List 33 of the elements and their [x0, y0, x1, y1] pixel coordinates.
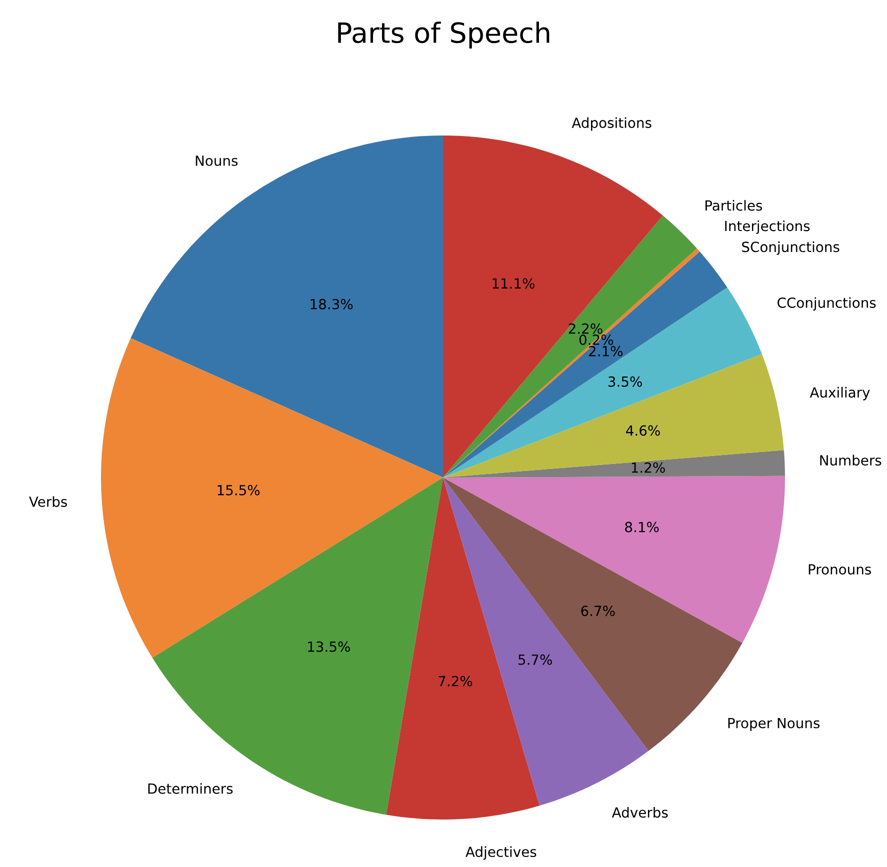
slice-label: Particles	[706, 200, 762, 211]
slice-label: Pronouns	[808, 564, 871, 575]
chart-title: Parts of Speech	[338, 22, 550, 49]
data-label: 2.2%	[568, 323, 602, 334]
slice-label: Proper Nouns	[728, 718, 820, 731]
slice-label: Verbs	[29, 496, 67, 507]
slice-label: Adjectives	[466, 846, 536, 860]
pie-slice	[443, 476, 785, 643]
data-label: 11.1%	[492, 278, 534, 289]
data-label: 1.2%	[632, 462, 665, 473]
data-label: 0.2%	[579, 334, 614, 345]
slice-label: Interjections	[725, 220, 810, 234]
data-label: 15.5%	[218, 484, 260, 496]
slice-label: Auxiliary	[810, 386, 870, 400]
data-label: 6.7%	[581, 606, 615, 616]
slice-label: Adverbs	[612, 806, 668, 818]
slice-label: Determiners	[148, 783, 233, 794]
data-label: 2.1%	[589, 346, 623, 356]
slice-label: Numbers	[820, 454, 882, 466]
data-label: 4.6%	[626, 425, 660, 436]
slice-label: CConjunctions	[778, 297, 876, 311]
data-label: 7.2%	[438, 676, 472, 686]
slice-label: Adpositions	[572, 117, 652, 131]
slice-label: Nouns	[196, 156, 238, 166]
data-label: 3.5%	[608, 376, 642, 387]
data-label: 13.5%	[308, 641, 350, 652]
data-label: 8.1%	[625, 522, 659, 532]
pie-slice	[443, 450, 785, 478]
data-label: 5.7%	[518, 654, 552, 665]
data-label: 18.3%	[310, 298, 353, 310]
pie-slice	[101, 338, 443, 658]
slice-label: SConjunctions	[742, 241, 840, 255]
pie-slice	[443, 287, 762, 478]
